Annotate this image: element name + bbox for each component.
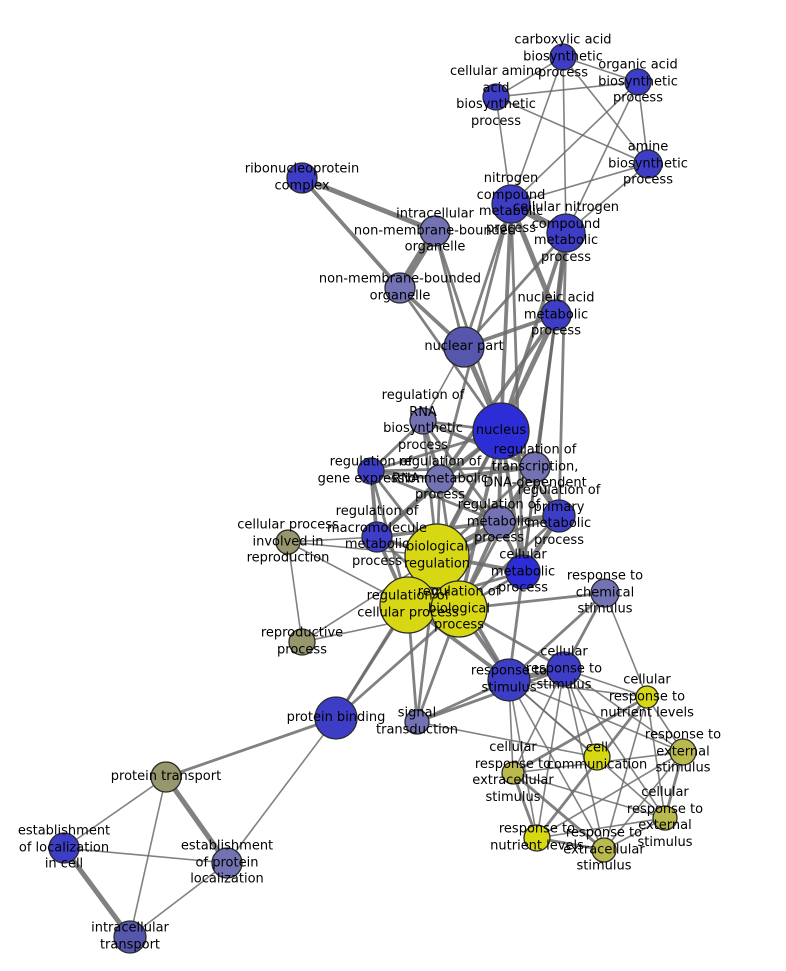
edge-regulation-of-rna-biosynthetic-process--regulation-of-metabolic-process — [421, 420, 501, 523]
node-cellular-nitrogen-compound-metabolic-process[interactable] — [546, 213, 586, 253]
node-non-membrane-bounded-organelle[interactable] — [384, 272, 416, 304]
edge-nucleic-acid-metabolic-process--cellular-metabolic-process — [521, 314, 558, 573]
node-biological-regulation[interactable] — [404, 523, 470, 589]
edge-organic-acid-biosynthetic-process--cellular-nitrogen-compound-metabolic-process — [565, 81, 639, 234]
node-ribonucleoprotein-complex[interactable] — [286, 162, 318, 194]
node-signal-transduction[interactable] — [404, 709, 430, 735]
node-nitrogen-compound-metabolic-process[interactable] — [491, 184, 531, 224]
edge-establishment-of-localization-in-cell--intracellular-transport — [61, 846, 133, 939]
node-regulation-of-biological-process[interactable] — [430, 580, 488, 638]
node-cellular-response-to-nutrient-levels[interactable] — [635, 685, 659, 709]
edge-regulation-of-gene-expression--regulation-of-transcription-dna-dependent — [370, 465, 536, 473]
node-response-to-nutrient-levels[interactable] — [523, 824, 551, 852]
edge-protein-transport--establishment-of-localization-in-cell — [63, 776, 167, 849]
node-nucleic-acid-metabolic-process[interactable] — [540, 299, 572, 331]
edge-nucleic-acid-metabolic-process--regulation-of-rna-metabolic-process — [438, 313, 558, 481]
node-cellular-metabolic-process[interactable] — [505, 554, 541, 590]
node-establishment-of-protein-localization[interactable] — [211, 847, 243, 879]
edge-intracellular-transport--establishment-of-protein-localization — [129, 862, 228, 938]
node-intracellular-transport[interactable] — [113, 920, 147, 954]
edge-cellular-response-to-nutrient-levels--response-to-extracellular-stimulus — [603, 696, 648, 851]
edge-ribonucleoprotein-complex--intracellular-non-membrane-bounded-organelle — [301, 175, 436, 234]
node-response-to-extracellular-stimulus[interactable] — [591, 837, 617, 863]
edge-cellular-response-to-stimulus--cellular-response-to-extracellular-stimulus — [512, 668, 565, 774]
edge-cellular-amino-acid-biosynthetic-process--amine-biosynthetic-process — [495, 96, 649, 165]
node-carboxylic-acid-biosynthetic-process[interactable] — [549, 43, 577, 71]
edge-protein-transport--intracellular-transport — [129, 776, 167, 938]
edge-cellular-response-to-stimulus--cellular-response-to-external-stimulus — [563, 668, 666, 819]
edge-response-to-chemical-stimulus--cellular-response-to-nutrient-levels — [604, 592, 648, 698]
edge-protein-transport--establishment-of-protein-localization — [163, 775, 230, 865]
node-regulation-of-metabolic-process[interactable] — [482, 505, 516, 539]
node-regulation-of-gene-expression[interactable] — [357, 457, 385, 485]
node-organic-acid-biosynthetic-process[interactable] — [624, 68, 652, 96]
edge-cellular-response-to-extracellular-stimulus--cellular-response-to-external-stimulus — [512, 772, 666, 819]
edge-cellular-response-to-nutrient-levels--cellular-response-to-external-stimulus — [646, 696, 666, 819]
edge-organic-acid-biosynthetic-process--nitrogen-compound-metabolic-process — [510, 81, 639, 205]
edge-cellular-response-to-extracellular-stimulus--response-to-extracellular-stimulus — [512, 771, 605, 852]
node-establishment-of-localization-in-cell[interactable] — [48, 832, 80, 864]
node-nucleus[interactable] — [472, 402, 530, 460]
edge-response-to-external-stimulus--response-to-nutrient-levels — [536, 751, 684, 839]
edge-layer — [61, 56, 685, 939]
edge-cellular-response-to-stimulus--response-to-nutrient-levels — [536, 668, 565, 839]
edge-response-to-nutrient-levels--cellular-response-to-external-stimulus — [536, 817, 666, 839]
edge-response-to-stimulus--response-to-extracellular-stimulus — [508, 679, 605, 851]
edge-regulation-of-gene-expression--regulation-of-metabolic-process — [370, 469, 500, 524]
node-response-to-stimulus[interactable] — [487, 658, 531, 702]
node-regulation-of-cellular-process[interactable] — [379, 576, 437, 634]
edge-carboxylic-acid-biosynthetic-process--amine-biosynthetic-process — [562, 56, 649, 165]
edge-nucleus--regulation-of-biological-process — [457, 430, 503, 610]
edge-ribonucleoprotein-complex--non-membrane-bounded-organelle — [300, 176, 402, 290]
node-nuclear-part[interactable] — [443, 326, 485, 368]
node-layer — [48, 43, 697, 954]
edge-carboxylic-acid-biosynthetic-process--nitrogen-compound-metabolic-process — [510, 56, 564, 205]
node-regulation-of-primary-metabolic-process[interactable] — [542, 499, 576, 533]
node-regulation-of-rna-metabolic-process[interactable] — [425, 464, 455, 494]
edge-response-to-external-stimulus--response-to-extracellular-stimulus — [603, 751, 684, 851]
edge-nitrogen-compound-metabolic-process--nuclear-part — [462, 203, 513, 348]
edge-cellular-process-involved-in-reproduction--reproductive-process — [287, 541, 303, 643]
edge-cellular-nitrogen-compound-metabolic-process--nucleus — [499, 232, 568, 432]
edge-cellular-nitrogen-compound-metabolic-process--regulation-of-primary-metabolic-process — [557, 232, 568, 517]
node-regulation-of-rna-biosynthetic-process[interactable] — [409, 407, 437, 435]
edge-amine-biosynthetic-process--nitrogen-compound-metabolic-process — [510, 163, 649, 205]
node-cellular-response-to-extracellular-stimulus[interactable] — [501, 761, 525, 785]
node-protein-binding[interactable] — [314, 696, 358, 740]
edge-signal-transduction--cell-communication — [416, 721, 598, 758]
edge-nitrogen-compound-metabolic-process--nucleic-acid-metabolic-process — [508, 203, 559, 316]
node-intracellular-non-membrane-bounded-organelle[interactable] — [419, 215, 451, 247]
node-amine-biosynthetic-process[interactable] — [633, 149, 663, 179]
node-cell-communication[interactable] — [583, 743, 611, 771]
edge-cellular-response-to-nutrient-levels--cellular-response-to-extracellular-stimulus — [512, 695, 648, 775]
node-reproductive-process[interactable] — [288, 628, 316, 656]
edge-organic-acid-biosynthetic-process--cellular-amino-acid-biosynthetic-process — [495, 81, 639, 98]
edge-nitrogen-compound-metabolic-process--cellular-metabolic-process — [509, 203, 525, 573]
edge-regulation-of-rna-metabolic-process--regulation-of-transcription-dna-dependent — [439, 465, 536, 481]
edge-signal-transduction--cellular-response-to-stimulus — [416, 667, 565, 724]
edge-establishment-of-protein-localization--protein-binding — [226, 717, 337, 864]
edge-carboxylic-acid-biosynthetic-process--cellular-nitrogen-compound-metabolic-process — [562, 56, 567, 234]
node-response-to-external-stimulus[interactable] — [669, 738, 697, 766]
node-regulation-of-macromolecule-metabolic-process[interactable] — [361, 521, 393, 553]
edge-response-to-stimulus--response-to-nutrient-levels — [508, 679, 538, 839]
node-protein-transport[interactable] — [150, 761, 182, 793]
node-cellular-response-to-external-stimulus[interactable] — [652, 805, 678, 831]
node-cellular-response-to-stimulus[interactable] — [546, 651, 582, 687]
node-cellular-process-involved-in-reproduction[interactable] — [275, 529, 301, 555]
node-regulation-of-transcription-dna-dependent[interactable] — [519, 451, 551, 483]
edge-establishment-of-localization-in-cell--establishment-of-protein-localization — [63, 847, 228, 864]
node-response-to-chemical-stimulus[interactable] — [590, 578, 620, 608]
edge-protein-transport--protein-binding — [165, 716, 337, 779]
node-cellular-amino-acid-biosynthetic-process[interactable] — [482, 83, 510, 111]
